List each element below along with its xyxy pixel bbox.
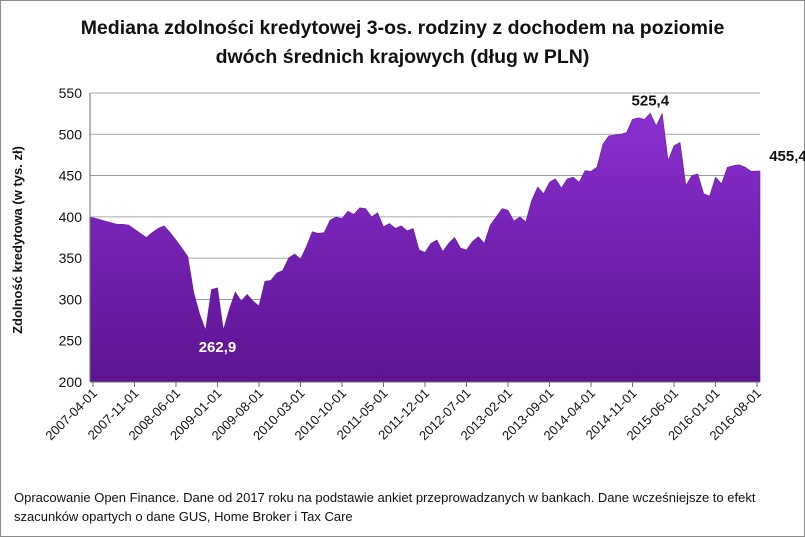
chart-title-line-1: Mediana zdolności kredytowej 3-os. rodzi…	[80, 17, 725, 39]
x-tick-labels: 2007-04-012007-11-012008-06-012009-01-01…	[42, 386, 764, 444]
y-tick-label: 450	[59, 168, 83, 184]
area-series	[89, 112, 761, 383]
chart-title: Mediana zdolności kredytowej 3-os. rodzi…	[0, 14, 805, 72]
data-label: 525,4	[632, 92, 670, 109]
y-tick-label: 500	[59, 126, 83, 142]
y-tick-label: 200	[59, 374, 83, 390]
y-tick-label: 400	[59, 209, 83, 225]
y-tick-label: 550	[59, 85, 83, 101]
data-label: 455,4	[769, 148, 805, 165]
y-tick-label: 300	[59, 291, 83, 307]
series-area	[89, 112, 761, 383]
chart-title-line-2: dwóch średnich krajowych (dług w PLN)	[215, 46, 590, 68]
data-labels: 262,9 525,4 455,4	[199, 92, 805, 356]
axes	[89, 93, 760, 387]
y-axis-label: Zdolność kredytowa (w tys. zł)	[10, 146, 25, 334]
y-tick-label: 350	[59, 250, 83, 266]
y-tick-labels: 200 250 300 350 400 450 500 550	[59, 85, 83, 390]
footnote: Opracowanie Open Finance. Dane od 2017 r…	[14, 490, 756, 524]
data-label: 262,9	[199, 339, 237, 356]
y-tick-label: 250	[59, 333, 83, 349]
